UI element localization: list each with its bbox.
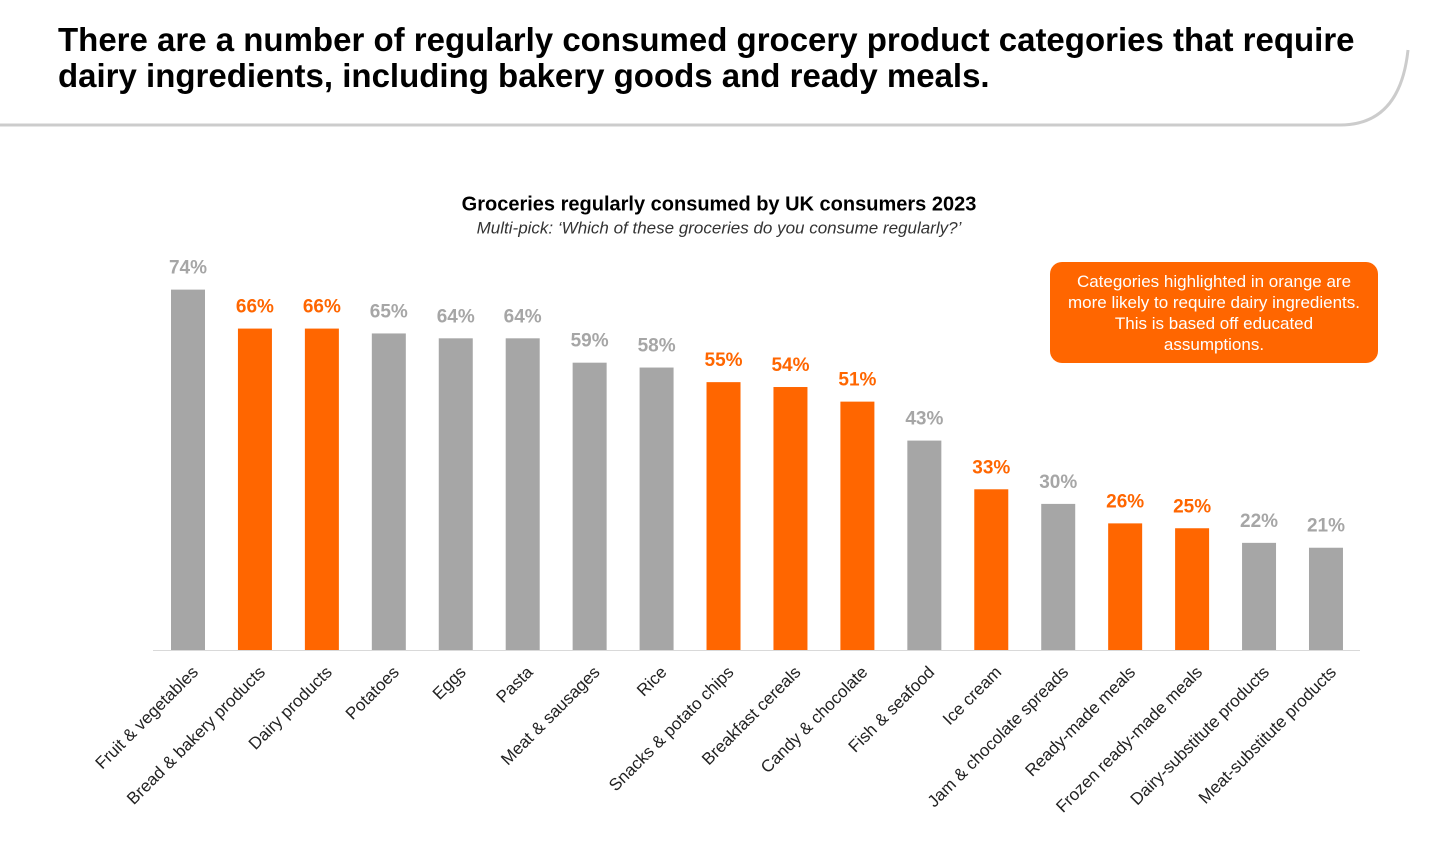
bar — [572, 362, 607, 650]
bar — [639, 367, 674, 650]
bar — [907, 440, 942, 650]
bar — [304, 328, 339, 650]
bar — [438, 338, 473, 650]
x-tick-label: Ready-made meals — [1021, 663, 1139, 781]
value-label: 30% — [1039, 472, 1077, 493]
value-label: 21% — [1307, 516, 1345, 537]
x-tick-label: Dairy-substitute products — [1127, 663, 1273, 809]
chart-subtitle: Multi-pick: ‘Which of these groceries do… — [477, 218, 962, 237]
value-label: 58% — [638, 336, 676, 357]
value-label: 51% — [838, 370, 876, 391]
value-label: 43% — [905, 409, 943, 430]
x-tick-label: Eggs — [429, 663, 470, 704]
x-tick-label: Rice — [633, 663, 670, 700]
x-tick-label: Bread & bakery products — [123, 663, 269, 809]
x-tick-label: Snacks & potato chips — [605, 663, 737, 795]
bar — [171, 289, 205, 650]
value-label: 54% — [771, 355, 809, 376]
chart-title: Groceries regularly consumed by UK consu… — [462, 193, 977, 215]
value-label: 65% — [370, 301, 408, 322]
value-label: 22% — [1240, 511, 1278, 532]
header-border — [0, 49, 1410, 127]
value-label: 26% — [1106, 491, 1144, 512]
value-label: 74% — [169, 258, 207, 279]
value-label: 59% — [571, 331, 609, 352]
x-tick-label: Ice cream — [939, 663, 1005, 729]
bar — [1175, 528, 1210, 650]
bar — [1242, 542, 1277, 650]
bar — [1308, 547, 1343, 650]
x-tick-label: Jam & chocolate spreads — [924, 663, 1072, 811]
value-label: 64% — [504, 306, 542, 327]
value-label: 66% — [303, 297, 341, 318]
header-title: There are a number of regularly consumed… — [58, 21, 1355, 94]
value-label: 33% — [972, 457, 1010, 478]
annotation: Categories highlighted in orange are mor… — [1050, 262, 1378, 363]
x-tick-label: Meat-substitute products — [1195, 663, 1340, 808]
bar — [237, 328, 272, 650]
bar — [706, 382, 741, 650]
bar — [974, 489, 1009, 650]
value-label: 64% — [437, 306, 475, 327]
value-label: 66% — [236, 297, 274, 318]
bar — [1041, 503, 1076, 650]
bar — [773, 387, 808, 650]
bar — [371, 333, 406, 650]
x-tick-label: Potatoes — [342, 663, 403, 724]
x-tick-label: Pasta — [493, 662, 538, 707]
value-label: 55% — [705, 350, 743, 371]
value-label: 25% — [1173, 496, 1211, 517]
bar — [1108, 523, 1143, 650]
bar — [840, 401, 875, 650]
bar — [505, 338, 540, 650]
